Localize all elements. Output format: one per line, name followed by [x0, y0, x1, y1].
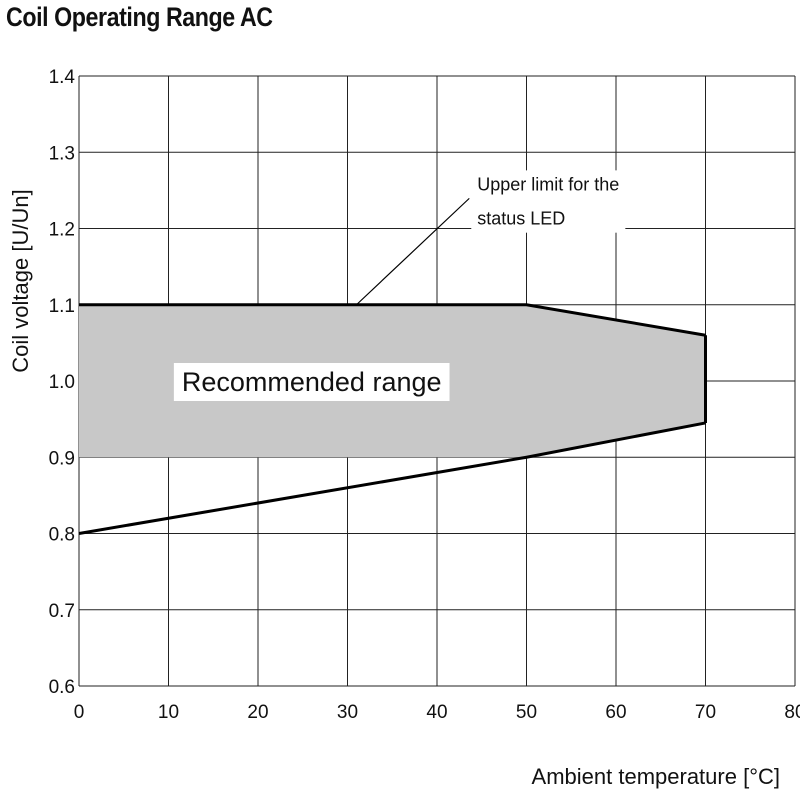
chart-title: Coil Operating Range AC	[6, 2, 273, 32]
y-tick-label: 1.3	[49, 143, 75, 164]
x-tick-label: 70	[695, 702, 716, 723]
y-tick-label: 0.6	[49, 677, 75, 698]
y-tick-labels: 0.6 0.7 0.8 0.9 1.0 1.1 1.2 1.3 1.4	[49, 67, 76, 698]
annotation-leader-line	[356, 197, 470, 306]
x-tick-label: 60	[605, 702, 626, 723]
x-tick-label: 0	[74, 702, 85, 723]
y-tick-label: 0.8	[49, 525, 75, 546]
annotation-line-2: status LED	[477, 209, 565, 229]
y-axis-label: Coil voltage [U/Un]	[8, 189, 33, 372]
series-line-1	[78, 421, 706, 535]
recommended-range-label: Recommended range	[182, 367, 442, 397]
annotation-bg	[471, 170, 626, 233]
recommended-range-label-bg	[173, 363, 450, 401]
recommended-range-label-group: Recommended range	[173, 363, 450, 401]
x-tick-label: 10	[158, 702, 179, 723]
x-tick-label: 30	[337, 702, 358, 723]
x-tick-label: 50	[516, 702, 537, 723]
series-lines	[78, 303, 707, 535]
y-tick-label: 0.7	[49, 601, 75, 622]
y-tick-label: 1.0	[49, 372, 75, 393]
annotation: Upper limit for the status LED	[356, 170, 626, 306]
x-axis-label: Ambient temperature [°C]	[532, 764, 780, 789]
x-tick-labels: 0 10 20 30 40 50 60 70 80	[74, 702, 800, 723]
series-line-0	[79, 303, 706, 337]
x-tick-label: 80	[784, 702, 800, 723]
annotation-line-1: Upper limit for the	[477, 174, 619, 194]
y-tick-label: 0.9	[49, 448, 75, 469]
y-tick-label: 1.1	[49, 296, 75, 317]
x-tick-label: 20	[247, 702, 268, 723]
y-tick-label: 1.4	[49, 67, 76, 88]
y-tick-label: 1.2	[49, 220, 75, 241]
x-tick-label: 40	[426, 702, 447, 723]
